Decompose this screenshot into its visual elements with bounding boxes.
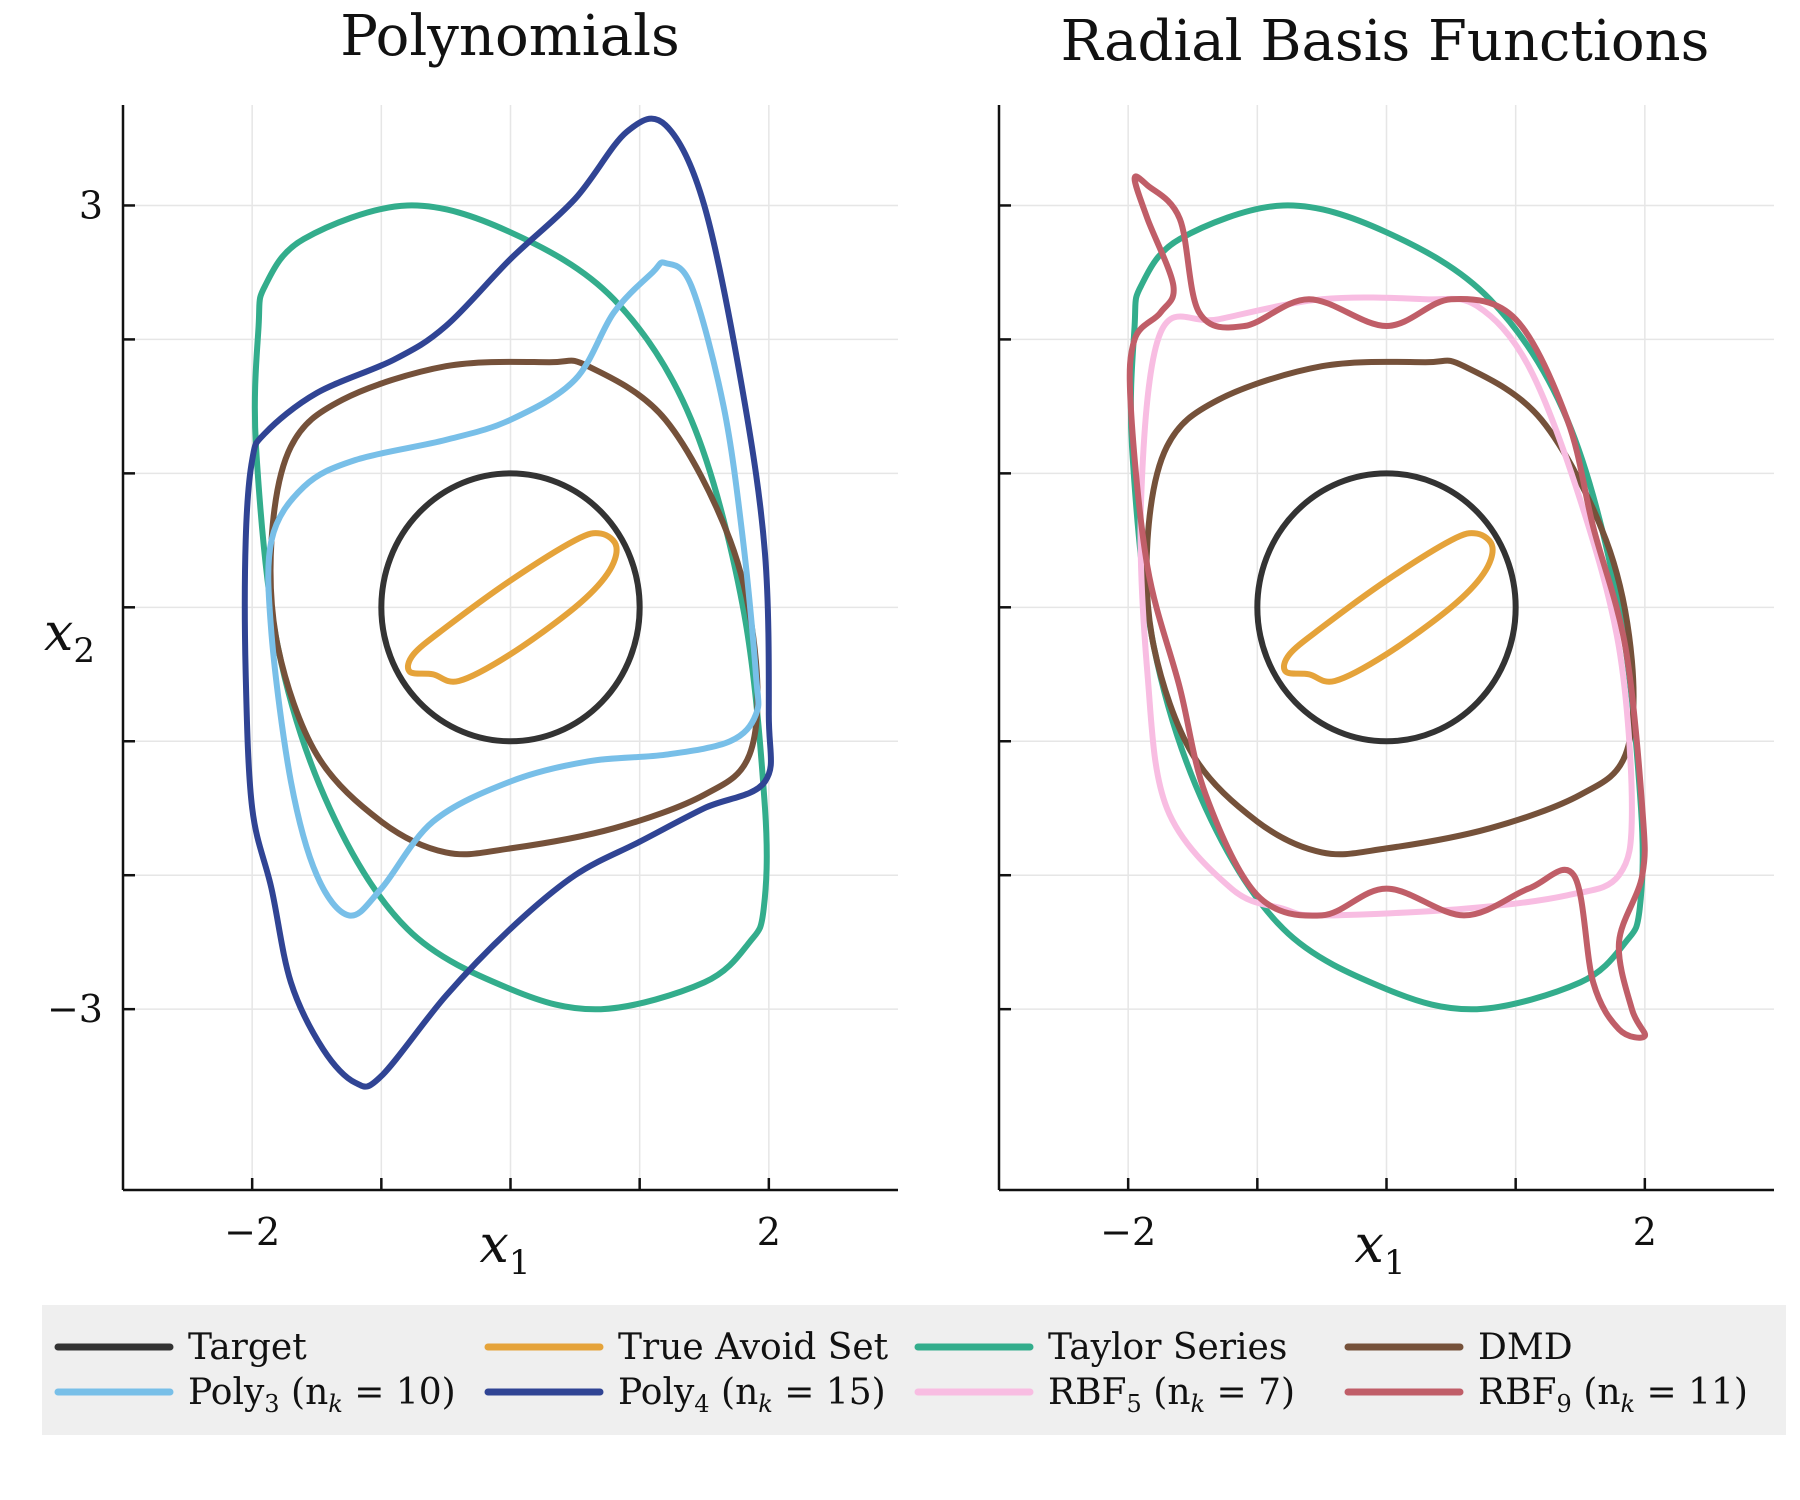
legend-item-true_avoid: True Avoid Set: [484, 1327, 889, 1368]
legend: Target True Avoid Set Taylor Series DMD Poly…: [42, 1305, 1786, 1435]
legend-label: Taylor Series: [1048, 1327, 1287, 1368]
grid: [123, 105, 898, 1190]
legend-item-poly3: Poly3 (nk = 10): [54, 1372, 456, 1418]
legend-label: RBF9 (nk = 11): [1478, 1372, 1748, 1418]
y-tick-label: 3: [79, 183, 103, 227]
legend-label: DMD: [1478, 1327, 1573, 1368]
axes: −2 2: [997, 105, 1774, 1254]
panel-title: Radial Basis Functions: [1061, 9, 1710, 74]
y-tick-label: −3: [47, 987, 103, 1031]
series-poly3: [265, 259, 762, 919]
series-rbf9: [1126, 173, 1649, 1041]
panel-polynomials: −2 2 −3 3 Polynomials x1 x2: [44, 4, 898, 1283]
grid: [999, 105, 1774, 1190]
legend-background: [42, 1305, 1786, 1435]
x-tick-label: −2: [224, 1210, 280, 1254]
legend-item-rbf9: RBF9 (nk = 11): [1344, 1372, 1748, 1418]
legend-label: Poly4 (nk = 15): [618, 1372, 886, 1418]
legend-label: Target: [188, 1327, 307, 1368]
legend-label: Poly3 (nk = 10): [188, 1372, 456, 1418]
series-taylor: [251, 202, 770, 1013]
x-axis-label: x1: [1355, 1215, 1406, 1283]
series-rbf5: [1137, 294, 1635, 919]
series-true_avoid: [404, 530, 620, 685]
y-axis-label: x2: [44, 603, 95, 671]
x-tick-label: −2: [1100, 1210, 1156, 1254]
series-true_avoid: [1280, 530, 1496, 685]
series-target: [1254, 470, 1519, 745]
legend-item-poly4: Poly4 (nk = 15): [484, 1372, 886, 1418]
axes: −2 2 −3 3: [47, 105, 898, 1254]
x-axis-label: x1: [480, 1215, 531, 1283]
series-target: [378, 470, 643, 745]
legend-item-dmd: DMD: [1344, 1327, 1573, 1368]
legend-item-taylor: Taylor Series: [914, 1327, 1287, 1368]
curves: [1126, 173, 1649, 1041]
legend-label: RBF5 (nk = 7): [1048, 1372, 1295, 1418]
legend-item-rbf5: RBF5 (nk = 7): [914, 1372, 1295, 1418]
curves: [241, 115, 774, 1090]
panel-radial-basis-functions: −2 2 Radial Basis Functions x1: [997, 9, 1774, 1283]
x-tick-label: 2: [1633, 1210, 1657, 1254]
x-tick-label: 2: [757, 1210, 781, 1254]
panel-title: Polynomials: [340, 4, 680, 69]
series-poly4: [241, 115, 774, 1090]
series-taylor: [1127, 202, 1646, 1013]
legend-label: True Avoid Set: [618, 1327, 889, 1368]
legend-item-target: Target: [54, 1327, 307, 1368]
